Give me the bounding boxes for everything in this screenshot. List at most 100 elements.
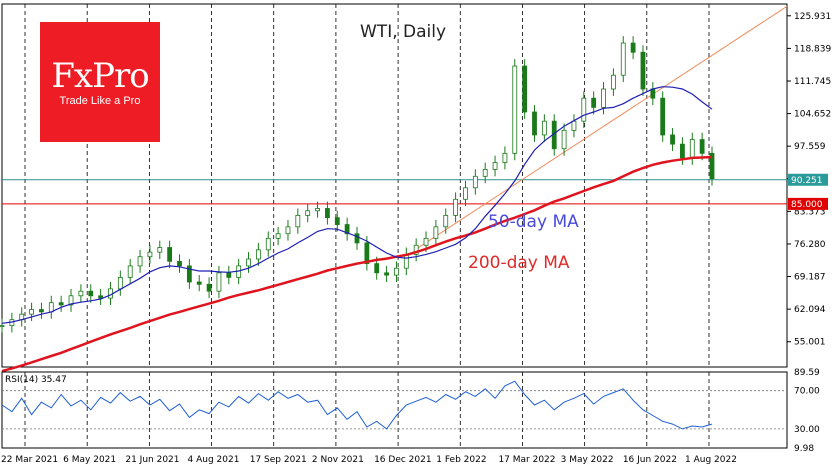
fxpro-logo: FxPro Trade Like a Pro (40, 22, 160, 142)
current-price-tag-bg (788, 173, 828, 186)
price-candle (157, 247, 163, 253)
price-candle (285, 226, 291, 235)
main-grid (1, 3, 788, 368)
main-series (0, 36, 715, 373)
price-candle (137, 256, 143, 267)
ma200-annotation: 200-day MA (468, 253, 570, 273)
price-candle (117, 276, 123, 290)
price-candle (98, 295, 104, 299)
price-candle (443, 214, 449, 228)
price-candle (472, 175, 478, 189)
price-candle (620, 42, 626, 76)
rsi-y-tick-label: 30.00 (794, 425, 820, 435)
x-tick-label: 2 Nov 2021 (312, 455, 364, 465)
price-candle (463, 187, 468, 200)
price-candle (325, 208, 330, 219)
price-candle (403, 254, 409, 269)
price-candle (640, 51, 646, 90)
price-candle (334, 217, 340, 225)
price-candle (364, 242, 370, 265)
price-candle (650, 88, 656, 99)
price-candle (660, 97, 666, 136)
price-candle (374, 263, 380, 274)
x-tick-label: 16 Dec 2021 (374, 455, 432, 465)
price-candle (571, 120, 577, 131)
price-candle (423, 237, 429, 246)
price-candle (630, 42, 636, 53)
rsi-y-tick-label: 9.98 (794, 444, 814, 454)
price-candle (502, 152, 508, 163)
price-candle (709, 152, 715, 180)
price-candle (591, 97, 597, 108)
price-candle (689, 139, 695, 159)
ma50-line (1, 86, 713, 324)
logo-brand: FxPro (51, 56, 149, 96)
logo-tagline: Trade Like a Pro (59, 95, 141, 107)
price-candle (522, 65, 528, 113)
price-candle (127, 265, 133, 278)
price-candle (295, 214, 301, 228)
x-tick-label: 16 Jun 2022 (623, 455, 677, 465)
price-candle (206, 283, 212, 292)
ma50-annotation: 50-day MA (488, 212, 579, 232)
rsi-y-tick-label: 89.59 (794, 368, 820, 378)
price-candle (78, 290, 84, 297)
x-tick-label: 3 May 2022 (561, 455, 614, 465)
x-tick-label: 17 Mar 2022 (498, 455, 555, 465)
price-candle (275, 233, 281, 239)
y-tick-label: 125.931 (794, 12, 831, 22)
x-tick-label: 4 Aug 2021 (188, 455, 240, 465)
price-candle (305, 210, 311, 216)
price-candle (394, 267, 399, 276)
price-candle (561, 129, 567, 150)
x-tick-label: 17 Sep 2021 (250, 455, 307, 465)
price-candle (246, 258, 251, 267)
price-candle (532, 111, 537, 136)
price-candle (48, 302, 54, 313)
price-candle (413, 244, 419, 255)
price-candle (699, 139, 705, 154)
y-tick-label: 118.839 (794, 44, 831, 54)
x-tick-label: 1 Feb 2022 (436, 455, 486, 465)
price-candle (541, 120, 547, 136)
price-candle (512, 65, 518, 154)
price-candle (344, 224, 350, 235)
y-tick-label: 97.559 (794, 142, 826, 152)
y-tick-label: 83.373 (794, 207, 826, 217)
price-candle (186, 265, 192, 283)
price-candle (255, 249, 261, 260)
price-candle (433, 226, 439, 239)
price-candle (58, 302, 64, 306)
rsi-label: RSI(14) 35.47 (5, 375, 67, 385)
rsi-y-tick-label: 70.00 (794, 387, 820, 397)
price-candle (610, 74, 616, 90)
price-candle (167, 247, 173, 262)
price-candle (354, 233, 360, 244)
rsi-plot-frame (1, 371, 788, 449)
main-plot-frame (1, 3, 788, 368)
price-candle (601, 88, 606, 108)
y-tick-label: 69.187 (794, 273, 826, 283)
price-candle (492, 162, 498, 170)
price-candle (265, 237, 271, 251)
price-candle (670, 134, 675, 145)
level-price-tag-bg (788, 197, 828, 210)
price-candle (315, 208, 320, 212)
y-tick-label: 55.001 (794, 338, 826, 348)
x-tick-label: 22 Mar 2021 (1, 455, 58, 465)
current-price-tag: 90.251 (791, 176, 823, 186)
trendline (414, 5, 788, 251)
ma200-line (1, 155, 713, 373)
y-tick-label: 111.745 (794, 77, 831, 87)
price-candle (39, 309, 44, 313)
rsi-line (1, 380, 713, 430)
price-candle (384, 272, 389, 276)
price-candle (216, 272, 222, 292)
price-candle (147, 251, 153, 258)
y-tick-label: 62.094 (794, 305, 826, 315)
price-candle (482, 169, 488, 177)
price-candle (29, 309, 34, 315)
y-tick-label: 104.652 (794, 110, 831, 120)
price-candle (581, 97, 587, 122)
